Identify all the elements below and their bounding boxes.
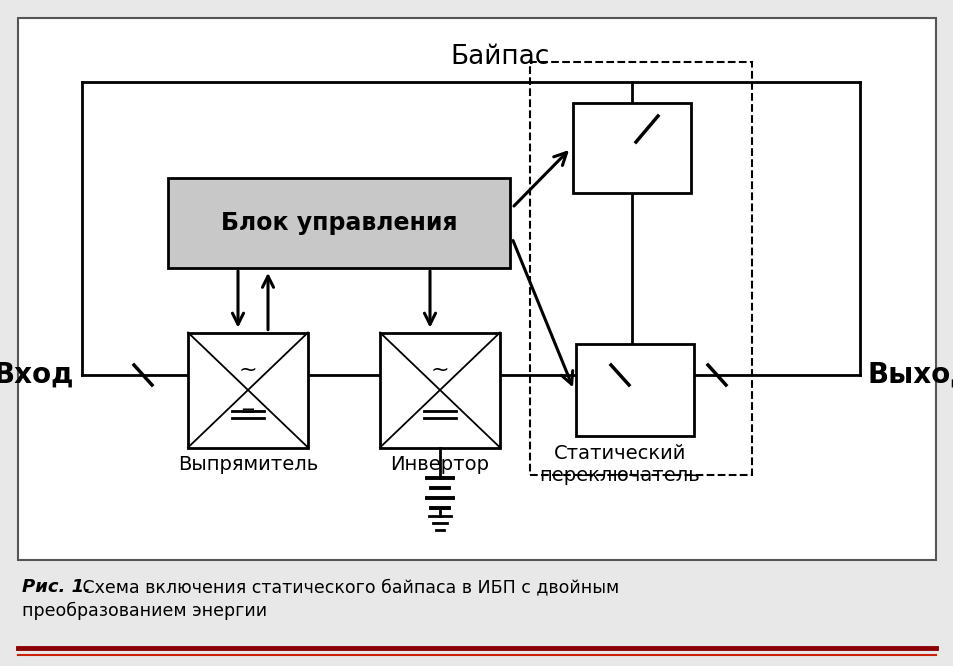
- Text: ═: ═: [242, 403, 253, 421]
- Text: Инвертор: Инвертор: [390, 456, 489, 474]
- Bar: [18, 18, 935, 560]
- Bar: [188, 332, 308, 448]
- Bar: [379, 332, 499, 448]
- Text: Выпрямитель: Выпрямитель: [177, 456, 317, 474]
- Text: Выход: Выход: [867, 361, 953, 389]
- Text: Байпас: Байпас: [450, 44, 549, 70]
- Bar: [530, 62, 751, 475]
- Text: ~: ~: [238, 360, 257, 380]
- Text: преобразованием энергии: преобразованием энергии: [22, 602, 267, 620]
- Text: ~: ~: [430, 360, 449, 380]
- Text: Вход: Вход: [0, 361, 74, 389]
- Bar: [573, 103, 690, 193]
- Text: Рис. 1.: Рис. 1.: [22, 578, 91, 596]
- Bar: [168, 178, 510, 268]
- Bar: [576, 344, 693, 436]
- Text: Блок управления: Блок управления: [220, 211, 456, 235]
- Text: Схема включения статического байпаса в ИБП с двойным: Схема включения статического байпаса в И…: [77, 578, 618, 596]
- Text: Статический
переключатель: Статический переключатель: [539, 444, 700, 485]
